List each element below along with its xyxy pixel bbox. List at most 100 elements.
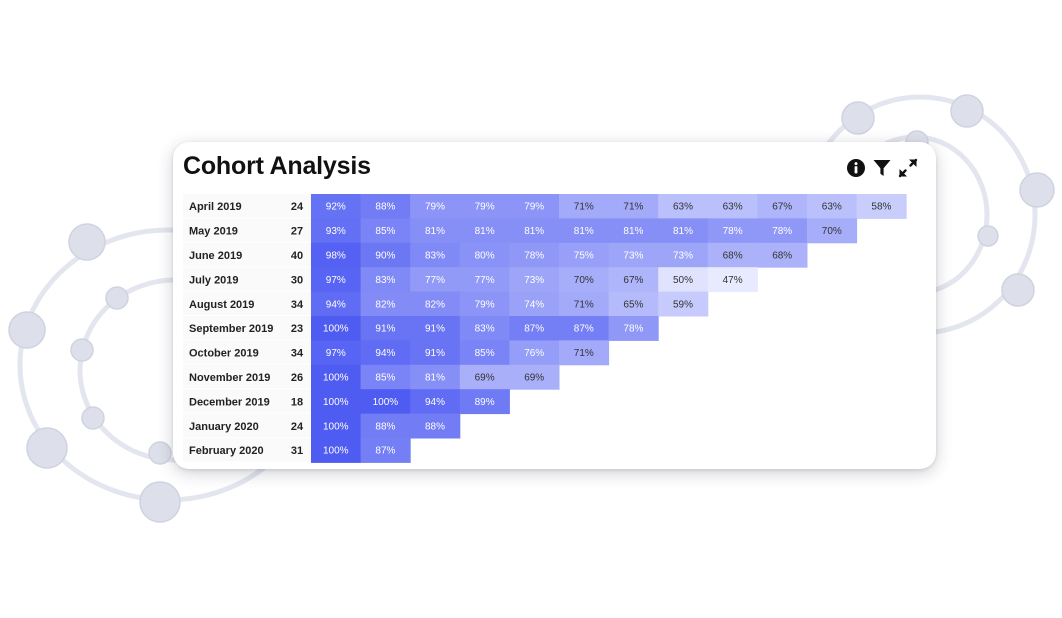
cohort-cell	[459, 267, 510, 293]
cohort-cell-value: 79%	[524, 202, 544, 213]
cohort-row-bg	[183, 389, 311, 413]
cohort-cell	[311, 267, 362, 293]
cohort-size: 24	[291, 201, 304, 213]
cohort-cell-value: 80%	[475, 251, 495, 262]
cohort-cell	[707, 218, 758, 244]
cohort-cell-value: 81%	[425, 373, 445, 384]
cohort-cell-value: 77%	[425, 275, 445, 286]
cohort-cell-value: 71%	[574, 348, 594, 359]
cohort-cell	[459, 194, 510, 219]
cohort-size: 24	[291, 421, 304, 433]
cohort-cell	[311, 340, 362, 366]
cohort-cell	[509, 242, 560, 268]
cohort-cell-value: 69%	[524, 373, 544, 384]
cohort-cell-value: 69%	[475, 373, 495, 384]
cohort-cell	[707, 242, 758, 268]
decor-dot	[26, 427, 68, 469]
cohort-cell	[807, 218, 858, 244]
cohort-cell	[559, 267, 610, 293]
cohort-cell	[559, 316, 610, 341]
cohort-cell	[559, 242, 610, 268]
cohort-cell	[410, 364, 461, 390]
cohort-cell-value: 79%	[475, 202, 495, 213]
cohort-cell-value: 85%	[475, 348, 495, 359]
cohort-cell	[807, 194, 858, 219]
cohort-cell-value: 82%	[375, 299, 395, 310]
cohort-cell	[360, 242, 411, 268]
cohort-cell-value: 93%	[326, 226, 346, 237]
cohort-cell	[360, 389, 411, 415]
cohort-cell	[608, 194, 659, 219]
cohort-cell-value: 88%	[375, 421, 395, 432]
cohort-row-bg	[183, 267, 311, 291]
cohort-cell-value: 100%	[373, 397, 399, 408]
cohort-cell-value: 63%	[822, 202, 842, 213]
cohort-cell-value: 94%	[375, 348, 395, 359]
cohort-cell	[360, 438, 411, 463]
cohort-cell-value: 82%	[425, 299, 445, 310]
cohort-cell	[608, 291, 659, 317]
cohort-cell-value: 70%	[822, 226, 842, 237]
cohort-cell	[509, 316, 560, 341]
cohort-cell-value: 88%	[375, 202, 395, 213]
cohort-cell-value: 81%	[475, 226, 495, 237]
cohort-cell-value: 68%	[723, 251, 743, 262]
cohort-cell	[360, 218, 411, 244]
cohort-cell	[360, 194, 411, 219]
cohort-cell-value: 70%	[574, 275, 594, 286]
cohort-cell	[757, 218, 808, 244]
cohort-cell-value: 91%	[425, 324, 445, 335]
cohort-cell	[608, 316, 659, 341]
cohort-cell-value: 73%	[673, 251, 693, 262]
cohort-row-bg	[183, 413, 311, 437]
cohort-cell-value: 100%	[323, 397, 349, 408]
cohort-cell	[360, 364, 411, 390]
cohort-cell	[311, 389, 362, 415]
cohort-cell-value: 85%	[375, 226, 395, 237]
cohort-cell	[311, 413, 362, 439]
filter-icon[interactable]	[872, 158, 892, 178]
decor-dot	[70, 338, 94, 362]
cohort-cell-value: 73%	[623, 251, 643, 262]
cohort-cell-value: 71%	[623, 202, 643, 213]
cohort-size: 34	[291, 299, 304, 311]
cohort-cell-value: 79%	[475, 299, 495, 310]
cohort-cell-value: 85%	[375, 373, 395, 384]
cohort-cell-value: 94%	[425, 397, 445, 408]
cohort-label: August 2019	[189, 299, 254, 311]
expand-icon[interactable]	[898, 158, 918, 178]
cohort-cell	[360, 267, 411, 293]
cohort-cell	[311, 194, 362, 219]
cohort-cell	[311, 218, 362, 244]
cohort-cell	[559, 194, 610, 219]
cohort-cell-value: 65%	[623, 299, 643, 310]
cohort-cell-value: 78%	[623, 324, 643, 335]
cohort-cell	[311, 291, 362, 317]
cohort-cell	[608, 242, 659, 268]
cohort-cell	[707, 267, 758, 293]
cohort-row-bg	[183, 291, 311, 315]
info-icon[interactable]	[846, 158, 866, 178]
cohort-cell-value: 71%	[574, 202, 594, 213]
cohort-cell-value: 75%	[574, 251, 594, 262]
cohort-cell-value: 76%	[524, 348, 544, 359]
cohort-label: October 2019	[189, 348, 259, 360]
cohort-size: 18	[291, 396, 303, 408]
cohort-cell-value: 59%	[673, 299, 693, 310]
cohort-cell-value: 81%	[673, 226, 693, 237]
cohort-cell	[410, 291, 461, 317]
cohort-cell	[410, 218, 461, 244]
cohort-cell	[509, 340, 560, 366]
cohort-cell	[658, 242, 709, 268]
cohort-cell-value: 91%	[425, 348, 445, 359]
cohort-cell	[410, 242, 461, 268]
cohort-cell	[608, 267, 659, 293]
cohort-cell	[658, 194, 709, 219]
cohort-cell	[410, 267, 461, 293]
cohort-cell-value: 47%	[723, 275, 743, 286]
cohort-cell	[459, 218, 510, 244]
cohort-cell-value: 89%	[475, 397, 495, 408]
cohort-label: November 2019	[189, 372, 270, 384]
cohort-label: April 2019	[189, 201, 242, 213]
decor-dot	[148, 441, 172, 465]
